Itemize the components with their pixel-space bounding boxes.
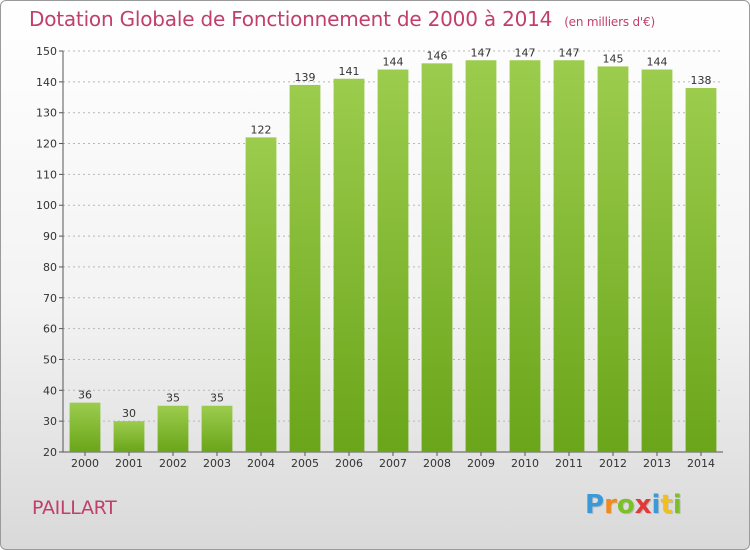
y-tick-label: 120 [36,138,57,151]
chart-subtitle: (en milliers d'€) [564,15,655,29]
y-tick-label: 30 [43,415,57,428]
logo-letter: i [672,490,682,520]
bar-value-label: 36 [78,389,92,402]
bar-value-label: 147 [515,46,536,59]
x-tick-label: 2001 [115,457,143,470]
x-tick-label: 2011 [555,457,583,470]
bar-value-label: 144 [647,56,668,69]
x-tick-label: 2006 [335,457,363,470]
x-tick-label: 2009 [467,457,495,470]
bar [289,84,321,452]
proxiti-logo: Proxiti [585,490,682,520]
x-tick-label: 2003 [203,457,231,470]
y-tick-label: 100 [36,199,57,212]
x-tick-label: 2010 [511,457,539,470]
bar [245,137,277,452]
x-tick-label: 2012 [599,457,627,470]
y-tick-label: 150 [36,45,57,58]
y-tick-label: 20 [43,446,57,459]
bar [113,421,145,452]
x-tick-label: 2000 [71,457,99,470]
chart-title: Dotation Globale de Fonctionnement de 20… [29,7,655,31]
bar [641,69,673,452]
bar-value-label: 145 [603,52,624,65]
x-tick-label: 2005 [291,457,319,470]
bar-value-label: 141 [339,65,360,78]
y-tick-label: 80 [43,261,57,274]
bar [553,60,585,452]
bar-value-label: 35 [210,392,224,405]
y-tick-label: 60 [43,323,57,336]
bar-value-label: 146 [427,49,448,62]
y-tick-label: 130 [36,107,57,120]
bar-value-label: 122 [251,123,272,136]
y-tick-label: 140 [36,76,57,89]
bar [685,88,717,452]
bar-value-label: 138 [691,74,712,87]
logo-letter: o [616,490,635,520]
bar-value-label: 147 [559,46,580,59]
bar [377,69,409,452]
bar [509,60,541,452]
bar [421,63,453,452]
y-tick-label: 110 [36,168,57,181]
y-tick-label: 90 [43,230,57,243]
bar [333,78,365,452]
x-tick-label: 2004 [247,457,275,470]
y-tick-label: 40 [43,384,57,397]
chart-title-text: Dotation Globale de Fonctionnement de 20… [29,7,553,31]
bar [597,66,629,452]
logo-letter: t [660,490,673,520]
x-tick-label: 2002 [159,457,187,470]
y-tick-label: 70 [43,292,57,305]
x-tick-label: 2014 [687,457,715,470]
logo-letter: x [634,490,652,520]
x-tick-label: 2013 [643,457,671,470]
bar-value-label: 30 [122,407,136,420]
bar-value-label: 35 [166,392,180,405]
bar [69,402,101,452]
bar-value-label: 139 [295,71,316,84]
commune-name: PAILLART [32,497,117,519]
logo-letter: i [651,490,661,520]
bar [201,405,233,452]
bar-value-label: 147 [471,46,492,59]
bar [157,405,189,452]
bar [465,60,497,452]
x-tick-label: 2008 [423,457,451,470]
x-tick-label: 2007 [379,457,407,470]
bar-value-label: 144 [383,56,404,69]
logo-letter: r [604,490,617,520]
logo-letter: P [585,490,605,520]
y-tick-label: 50 [43,353,57,366]
